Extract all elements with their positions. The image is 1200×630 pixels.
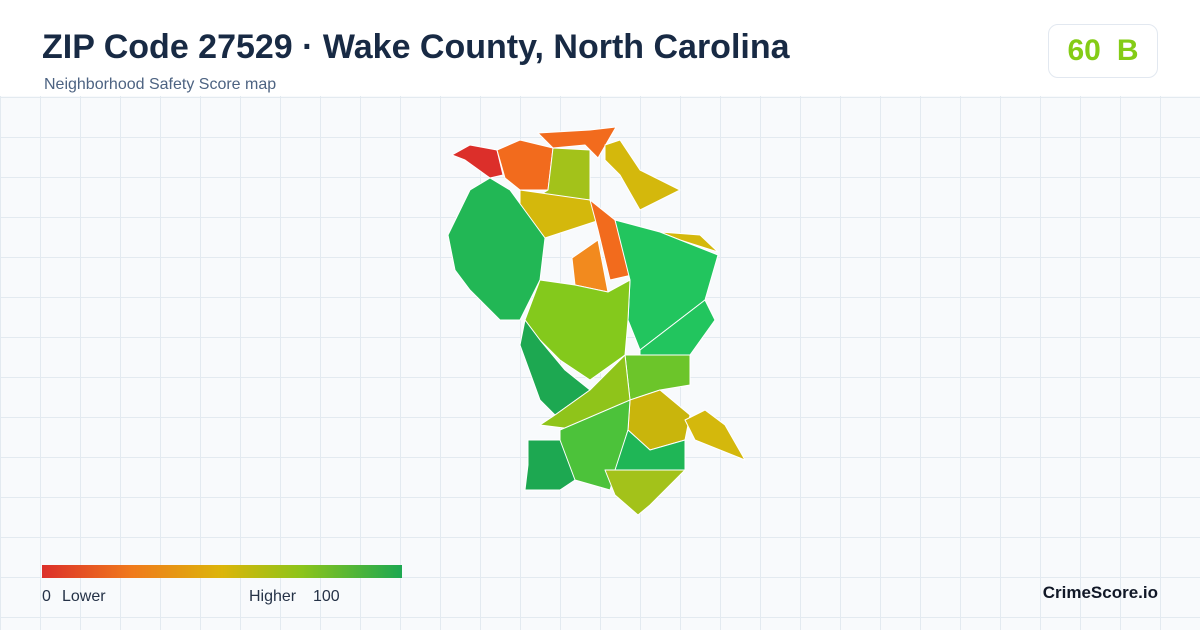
brand: CrimeScore.io bbox=[1042, 583, 1158, 602]
header bbox=[0, 0, 1200, 96]
area bbox=[496, 139, 554, 191]
area bbox=[589, 199, 633, 281]
area bbox=[524, 439, 576, 491]
subtitle: Neighborhood Safety Score map bbox=[44, 76, 277, 93]
legend-min-label: Lower bbox=[62, 588, 106, 605]
area bbox=[604, 139, 681, 211]
legend-max: 100 bbox=[313, 588, 340, 605]
area bbox=[684, 409, 746, 461]
area bbox=[604, 469, 686, 516]
neighborhoods bbox=[447, 126, 746, 516]
area bbox=[451, 144, 504, 179]
legend-gradient bbox=[42, 565, 402, 578]
legend-min: 0 bbox=[42, 588, 51, 605]
score-grade: B bbox=[1116, 34, 1139, 67]
score-value: 60 bbox=[1067, 34, 1101, 67]
score-badge: 60 B bbox=[1048, 24, 1158, 78]
area bbox=[639, 299, 716, 356]
legend-max-label: Higher bbox=[249, 588, 297, 605]
title: ZIP Code 27529 · Wake County, North Caro… bbox=[42, 28, 790, 66]
area bbox=[519, 189, 601, 239]
